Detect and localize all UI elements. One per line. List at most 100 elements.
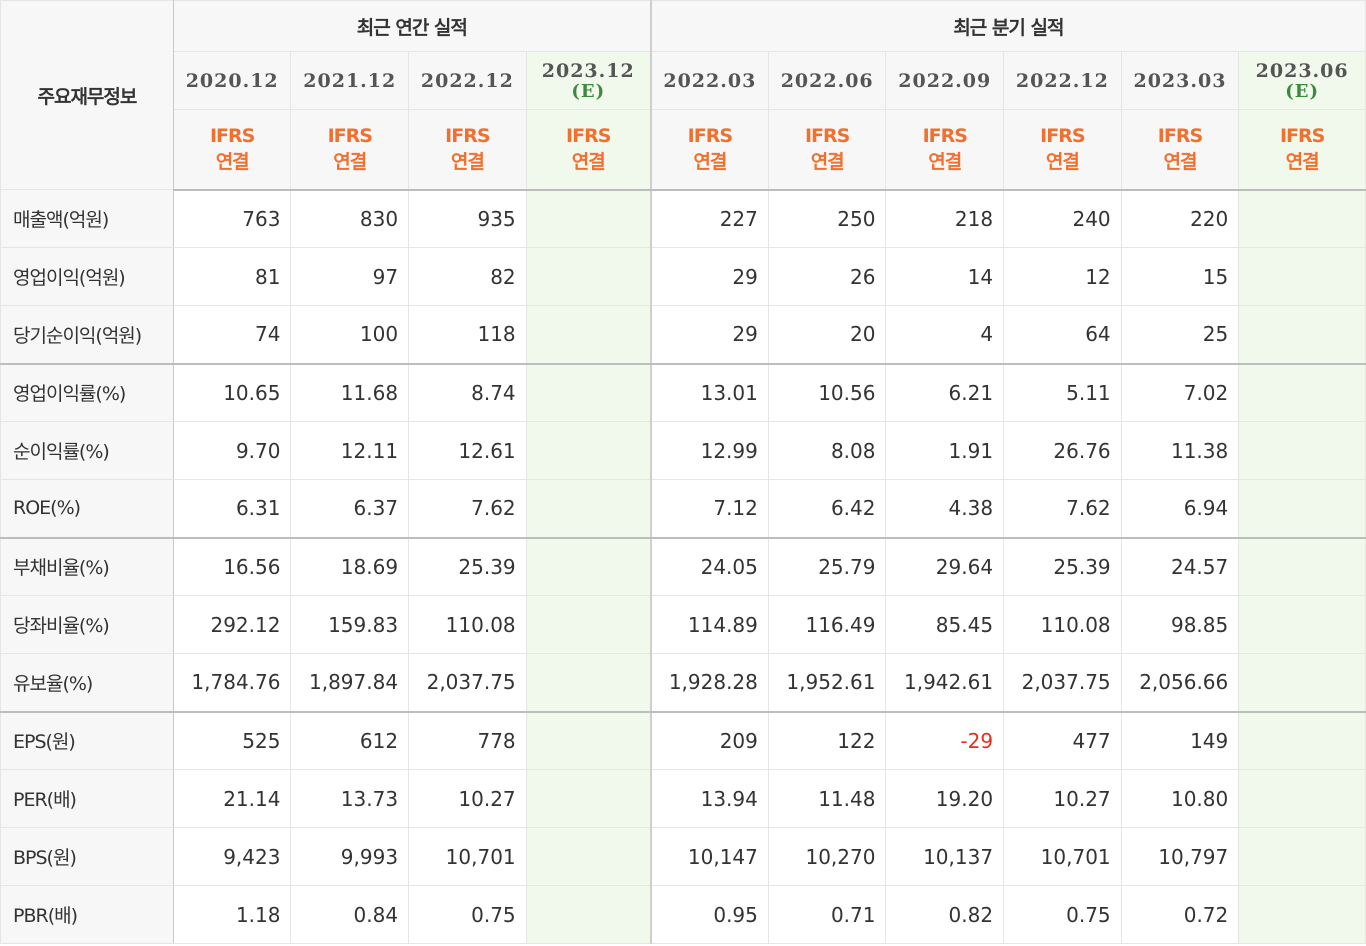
consolidated-text: 연결 xyxy=(1045,151,1080,174)
table-cell: 9,993 xyxy=(290,827,410,886)
ifrs-consolidated-label: IFRS 연결 xyxy=(885,109,1005,191)
table-cell: 13.94 xyxy=(650,769,769,828)
ifrs-text: IFRS xyxy=(804,125,850,148)
ifrs-consolidated-label: IFRS 연결 xyxy=(767,109,887,191)
table-row: 당기순이익(억원) 74 100 118 29 20 4 64 25 xyxy=(0,305,1366,365)
table-cell: 10,701 xyxy=(1003,827,1122,886)
table-cell xyxy=(525,189,652,248)
table-cell xyxy=(1238,711,1366,770)
table-cell: 10.56 xyxy=(767,363,887,422)
ifrs-consolidated-label: IFRS 연결 xyxy=(525,109,652,191)
table-cell: 100 xyxy=(290,305,410,365)
table-cell: 12.11 xyxy=(290,421,410,480)
table-cell: 6.31 xyxy=(172,479,292,539)
table-row: 부채비율(%) 16.56 18.69 25.39 24.05 25.79 29.64 25.… xyxy=(0,537,1366,596)
table-cell xyxy=(1238,885,1366,944)
table-cell: -29 xyxy=(885,711,1005,770)
table-cell xyxy=(1238,305,1366,365)
table-row: 유보율(%) 1,784.76 1,897.84 2,037.75 1,928.28 1,… xyxy=(0,653,1366,713)
table-cell xyxy=(1238,595,1366,654)
table-cell: 122 xyxy=(767,711,887,770)
table-cell: 763 xyxy=(172,189,292,248)
ifrs-consolidated-label: IFRS 연결 xyxy=(650,109,769,191)
period-2022-12: 2022.12 xyxy=(408,51,527,110)
table-cell: 778 xyxy=(408,711,527,770)
table-cell: 14 xyxy=(885,247,1005,306)
consolidated-text: 연결 xyxy=(215,151,250,174)
table-cell: 6.37 xyxy=(290,479,410,539)
row-label: 영업이익(억원) xyxy=(0,247,174,306)
table-cell xyxy=(525,421,652,480)
ifrs-text: IFRS xyxy=(922,125,968,148)
table-cell: 11.48 xyxy=(767,769,887,828)
consolidated-text: 연결 xyxy=(1163,151,1197,174)
table-cell: 1,897.84 xyxy=(290,653,410,713)
ifrs-text: IFRS xyxy=(687,125,733,148)
table-cell: 4.38 xyxy=(885,479,1005,539)
period-2020-12: 2020.12 xyxy=(172,51,292,110)
period-2021-12: 2021.12 xyxy=(290,51,410,110)
table-cell: 6.21 xyxy=(885,363,1005,422)
table-cell xyxy=(525,595,652,654)
table-row: 당좌비율(%) 292.12 159.83 110.08 114.89 116.49 85.… xyxy=(0,595,1366,654)
row-label: 순이익률(%) xyxy=(0,421,174,480)
period-2022-09: 2022.09 xyxy=(885,51,1005,110)
table-cell xyxy=(1238,653,1366,713)
consolidated-text: 연결 xyxy=(928,151,962,174)
table-row: PBR(배) 1.18 0.84 0.75 0.95 0.71 0.82 0.75 0.72 xyxy=(0,885,1366,944)
period-2022-06: 2022.06 xyxy=(767,51,887,110)
table-cell: 1,942.61 xyxy=(885,653,1005,713)
table-cell: 1.18 xyxy=(172,885,292,944)
ifrs-consolidated-label: IFRS 연결 xyxy=(1003,109,1122,191)
row-label: BPS(원) xyxy=(0,827,174,886)
table-cell: 24.05 xyxy=(650,537,769,596)
table-cell xyxy=(1238,189,1366,248)
table-row: 매출액(억원) 763 830 935 227 250 218 240 220 xyxy=(0,189,1366,248)
table-cell: 4 xyxy=(885,305,1005,365)
table-cell: 7.62 xyxy=(1003,479,1122,539)
table-cell: 525 xyxy=(172,711,292,770)
table-cell: 10.65 xyxy=(172,363,292,422)
table-cell: 16.56 xyxy=(172,537,292,596)
row-label: 당기순이익(억원) xyxy=(0,305,174,365)
table-cell: 116.49 xyxy=(767,595,887,654)
table-cell: 6.94 xyxy=(1120,479,1240,539)
table-cell: 477 xyxy=(1003,711,1122,770)
table-cell: 82 xyxy=(408,247,527,306)
table-cell: 9.70 xyxy=(172,421,292,480)
table-cell: 9,423 xyxy=(172,827,292,886)
table-cell: 24.57 xyxy=(1120,537,1240,596)
table-cell xyxy=(525,305,652,365)
table-cell: 21.14 xyxy=(172,769,292,828)
table-cell: 25.39 xyxy=(408,537,527,596)
row-label: ROE(%) xyxy=(0,479,174,539)
table-cell: 64 xyxy=(1003,305,1122,365)
table-cell: 10.80 xyxy=(1120,769,1240,828)
table-cell: 85.45 xyxy=(885,595,1005,654)
table-cell: 13.73 xyxy=(290,769,410,828)
ifrs-consolidated-label: IFRS 연결 xyxy=(172,109,292,191)
ifrs-consolidated-label: IFRS 연결 xyxy=(408,109,527,191)
table-cell: 29 xyxy=(650,305,769,365)
consolidated-text: 연결 xyxy=(571,151,606,174)
table-cell xyxy=(525,711,652,770)
ifrs-consolidated-label: IFRS 연결 xyxy=(1120,109,1240,191)
table-cell xyxy=(525,827,652,886)
row-label: EPS(원) xyxy=(0,711,174,770)
table-cell: 7.02 xyxy=(1120,363,1240,422)
table-cell: 7.62 xyxy=(408,479,527,539)
consolidated-text: 연결 xyxy=(333,151,367,174)
table-cell: 81 xyxy=(172,247,292,306)
table-cell: 227 xyxy=(650,189,769,248)
quarterly-group-header: 최근 분기 실적 xyxy=(650,0,1366,52)
table-cell: 2,056.66 xyxy=(1120,653,1240,713)
table-cell: 0.82 xyxy=(885,885,1005,944)
table-cell: 74 xyxy=(172,305,292,365)
table-cell: 612 xyxy=(290,711,410,770)
table-cell xyxy=(1238,363,1366,422)
ifrs-text: IFRS xyxy=(1040,125,1085,148)
period-label: 2023.12 xyxy=(541,59,635,82)
table-row: 순이익률(%) 9.70 12.11 12.61 12.99 8.08 1.91 26.76 1… xyxy=(0,421,1366,480)
row-label: PER(배) xyxy=(0,769,174,828)
table-cell xyxy=(525,885,652,944)
